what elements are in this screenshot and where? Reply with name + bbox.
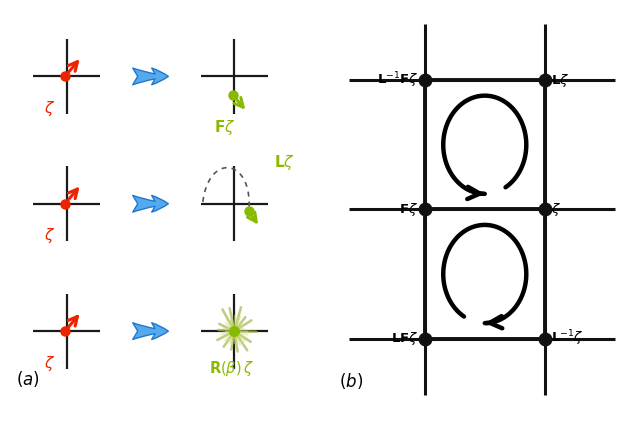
Text: $(b)$: $(b)$ (339, 371, 363, 391)
Text: $\zeta$: $\zeta$ (44, 99, 54, 118)
Text: $\mathbf{L}\zeta$: $\mathbf{L}\zeta$ (274, 153, 295, 172)
Text: $\mathbf{L}^{-1}\zeta$: $\mathbf{L}^{-1}\zeta$ (551, 329, 584, 349)
Text: $\mathbf{F}\zeta$: $\mathbf{F}\zeta$ (399, 201, 419, 218)
Text: $\mathbf{LF}\zeta$: $\mathbf{LF}\zeta$ (391, 330, 419, 347)
Text: $\mathbf{L}\zeta$: $\mathbf{L}\zeta$ (551, 71, 570, 89)
Text: $\zeta$: $\zeta$ (551, 201, 561, 218)
Text: $(a)$: $(a)$ (16, 369, 40, 389)
Text: $\mathbf{R}(\beta)\,\zeta$: $\mathbf{R}(\beta)\,\zeta$ (209, 359, 254, 378)
Text: $\mathbf{F}\zeta$: $\mathbf{F}\zeta$ (214, 118, 236, 137)
Text: $\zeta$: $\zeta$ (44, 354, 54, 373)
Text: $\mathbf{L}^{-1}\mathbf{F}\zeta$: $\mathbf{L}^{-1}\mathbf{F}\zeta$ (377, 70, 419, 90)
Text: $\zeta$: $\zeta$ (44, 226, 54, 245)
